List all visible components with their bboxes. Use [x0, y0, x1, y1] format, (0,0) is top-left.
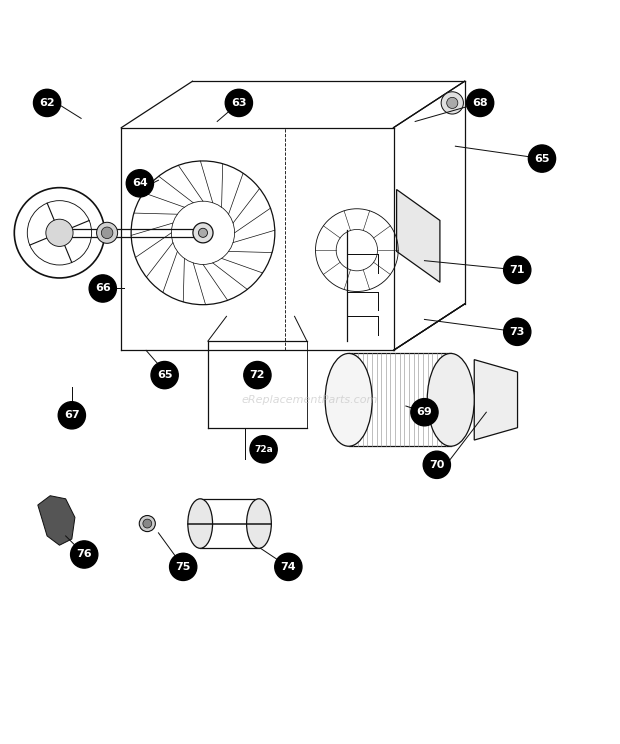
Text: 65: 65	[534, 153, 550, 164]
Ellipse shape	[188, 498, 213, 548]
Text: 63: 63	[231, 98, 247, 108]
Text: 65: 65	[157, 370, 172, 380]
Circle shape	[466, 89, 494, 117]
Circle shape	[71, 541, 98, 568]
Text: 72a: 72a	[254, 445, 273, 454]
Text: 72: 72	[250, 370, 265, 380]
Circle shape	[151, 362, 178, 388]
Text: 62: 62	[39, 98, 55, 108]
Circle shape	[101, 227, 113, 239]
Text: eReplacementParts.com: eReplacementParts.com	[242, 395, 378, 405]
Circle shape	[447, 97, 458, 109]
Circle shape	[503, 257, 531, 283]
Circle shape	[528, 145, 556, 172]
Circle shape	[503, 318, 531, 345]
Circle shape	[244, 362, 271, 388]
Circle shape	[193, 222, 213, 243]
Ellipse shape	[427, 353, 474, 446]
Circle shape	[97, 222, 118, 243]
Text: 67: 67	[64, 410, 79, 420]
Circle shape	[423, 451, 450, 478]
Polygon shape	[38, 496, 75, 545]
Ellipse shape	[247, 498, 272, 548]
Polygon shape	[397, 190, 440, 282]
Circle shape	[441, 92, 463, 114]
Circle shape	[225, 89, 252, 117]
Text: 75: 75	[175, 562, 191, 572]
Text: 66: 66	[95, 283, 110, 293]
Text: 64: 64	[132, 179, 148, 188]
Circle shape	[126, 170, 154, 197]
Text: 73: 73	[510, 327, 525, 337]
Circle shape	[46, 219, 73, 246]
Circle shape	[89, 275, 117, 302]
Circle shape	[33, 89, 61, 117]
Circle shape	[143, 519, 152, 528]
Circle shape	[170, 554, 197, 580]
Text: 69: 69	[417, 407, 432, 417]
Circle shape	[411, 399, 438, 426]
Circle shape	[198, 228, 208, 237]
Ellipse shape	[325, 353, 372, 446]
Text: 76: 76	[76, 550, 92, 559]
Circle shape	[140, 516, 156, 532]
Text: 68: 68	[472, 98, 488, 108]
Circle shape	[275, 554, 302, 580]
Text: 71: 71	[510, 265, 525, 275]
Text: 74: 74	[280, 562, 296, 572]
Polygon shape	[474, 359, 518, 440]
Text: 70: 70	[429, 460, 445, 469]
Circle shape	[250, 436, 277, 463]
Circle shape	[58, 402, 86, 429]
